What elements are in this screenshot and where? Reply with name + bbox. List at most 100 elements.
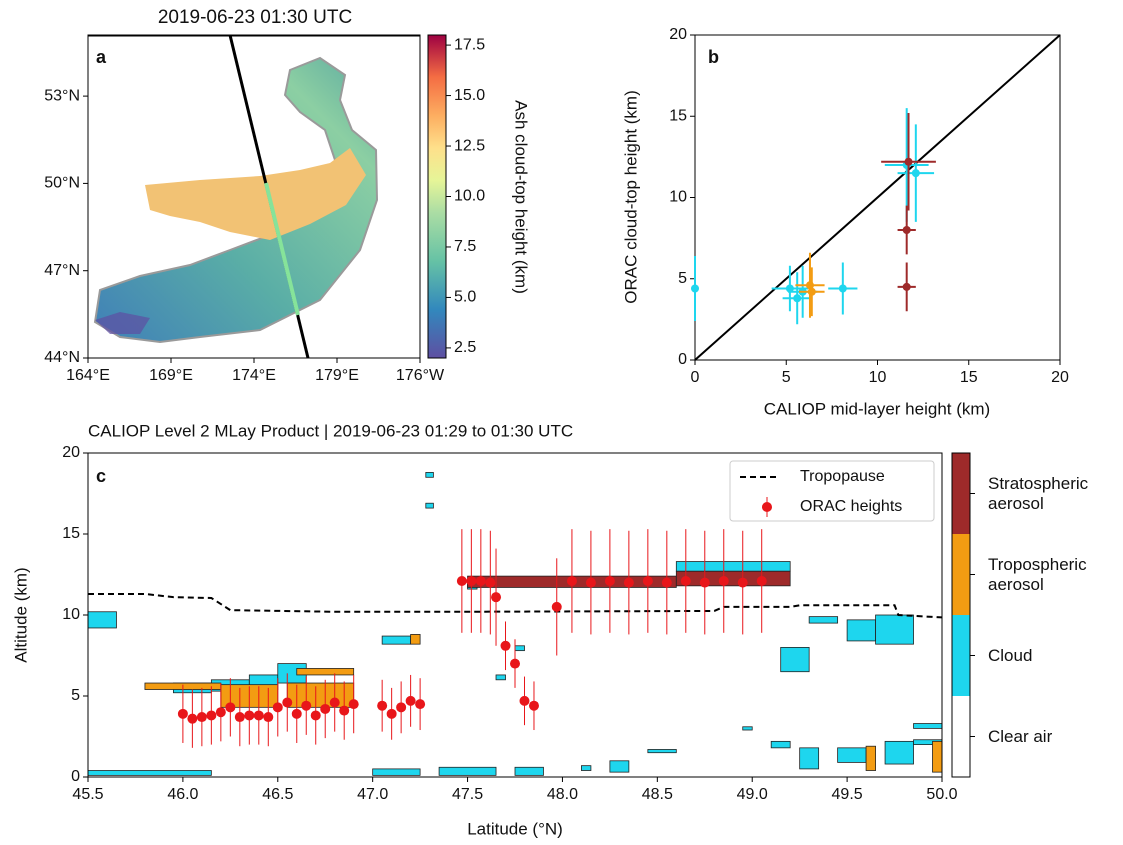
- x-tick-label: 47.0: [357, 786, 388, 803]
- point: [902, 282, 911, 291]
- x-tick-label: 46.0: [167, 786, 198, 803]
- plot-frame: [87, 452, 943, 778]
- aerosol-layer: [609, 760, 630, 773]
- aerosol-layer: [913, 723, 943, 729]
- orac-point: [177, 708, 188, 719]
- y-tick-label: 10: [62, 606, 80, 623]
- x-tick-label: 0: [691, 369, 700, 386]
- y-tick-label: 0: [71, 768, 80, 785]
- legend-swatch: [762, 502, 772, 512]
- orac-point: [528, 700, 539, 711]
- orac-point: [348, 699, 359, 710]
- x-tick-label: 164°E: [66, 367, 110, 384]
- aerosol-layer: [780, 647, 810, 673]
- orac-point: [661, 577, 672, 588]
- orac-point: [680, 575, 691, 586]
- orac-point: [282, 697, 293, 708]
- aerosol-layer: [865, 745, 876, 771]
- y-axis-label: ORAC cloud-top height (km): [621, 90, 640, 304]
- x-tick-label: 15: [960, 369, 978, 386]
- colorbar: [427, 34, 447, 359]
- aerosol-layer: [799, 747, 820, 770]
- orac-point: [519, 695, 530, 706]
- orac-point: [623, 577, 634, 588]
- orac-point: [253, 710, 264, 721]
- map-title: 2019-06-23 01:30 UTC: [158, 7, 352, 28]
- aerosol-layer: [675, 561, 791, 572]
- orac-point: [272, 702, 283, 713]
- x-tick-label: 174°E: [232, 367, 276, 384]
- orac-point: [475, 575, 486, 586]
- aerosol-layer: [875, 614, 914, 645]
- legend-label: ORAC heights: [800, 498, 902, 515]
- aerosol-layer: [296, 668, 355, 676]
- orac-point: [699, 577, 710, 588]
- x-tick-label: 45.5: [72, 786, 103, 803]
- x-tick-label: 46.5: [262, 786, 293, 803]
- chart-title: CALIOP Level 2 MLay Product | 2019-06-23…: [88, 421, 573, 440]
- class-color: [952, 696, 970, 777]
- aerosol-layer: [410, 634, 421, 645]
- orac-point: [396, 702, 407, 713]
- aerosol-layer: [514, 766, 544, 776]
- aerosol-layer: [932, 740, 943, 773]
- x-tick-label: 47.5: [452, 786, 483, 803]
- orac-point: [291, 708, 302, 719]
- orac-point: [187, 713, 198, 724]
- x-tick-label: 49.5: [832, 786, 863, 803]
- orac-point: [244, 710, 255, 721]
- x-tick-label: 50.0: [926, 786, 957, 803]
- orac-point: [456, 575, 467, 586]
- class-color: [952, 453, 970, 534]
- aerosol-layer: [647, 749, 677, 754]
- aerosol-layer: [438, 766, 497, 776]
- colorbar-label: Ash cloud-top height (km): [512, 100, 531, 294]
- y-tick-label: 5: [678, 270, 687, 287]
- y-tick-label: 47°N: [44, 262, 80, 279]
- orac-point: [500, 640, 511, 651]
- orac-point: [215, 707, 226, 718]
- orac-point: [405, 695, 416, 706]
- orac-point: [566, 575, 577, 586]
- x-tick-label: 49.0: [737, 786, 768, 803]
- orac-point: [329, 697, 340, 708]
- aerosol-layer: [675, 570, 791, 587]
- panel-label: c: [96, 466, 106, 486]
- class-label: Cloud: [988, 645, 1033, 665]
- y-tick-label: 15: [669, 107, 687, 124]
- colorbar-tick-label: 17.5: [454, 36, 485, 53]
- orac-point: [310, 710, 321, 721]
- orac-point: [510, 658, 520, 669]
- orac-point: [737, 577, 748, 588]
- orac-point: [551, 601, 562, 612]
- orac-point: [604, 575, 615, 586]
- point: [904, 157, 913, 166]
- point: [785, 284, 794, 293]
- orac-point: [196, 712, 207, 723]
- orac-point: [415, 699, 426, 710]
- orac-point: [466, 575, 477, 586]
- aerosol-layer: [425, 502, 434, 509]
- orac-point: [301, 700, 312, 711]
- legend-label: Tropopause: [800, 468, 885, 485]
- orac-point: [234, 712, 245, 723]
- orac-point: [225, 702, 236, 713]
- y-tick-label: 0: [678, 351, 687, 368]
- x-axis-label: CALIOP mid-layer height (km): [764, 399, 990, 418]
- aerosol-layer: [742, 726, 753, 731]
- class-color: [952, 534, 970, 615]
- colorbar-tick-label: 2.5: [454, 339, 476, 356]
- orac-point: [642, 575, 653, 586]
- aerosol-layer: [87, 770, 212, 776]
- y-axis-label: Altitude (km): [11, 567, 30, 662]
- y-tick-label: 53°N: [44, 87, 80, 104]
- colorbar-tick-label: 12.5: [454, 137, 485, 154]
- point: [902, 226, 911, 234]
- y-tick-label: 20: [669, 26, 687, 43]
- colorbar-tick-label: 15.0: [454, 87, 485, 104]
- y-tick-label: 44°N: [44, 349, 80, 366]
- x-tick-label: 176°W: [396, 367, 445, 384]
- orac-point: [206, 710, 217, 721]
- y-tick-label: 15: [62, 525, 80, 542]
- orac-point: [320, 703, 331, 714]
